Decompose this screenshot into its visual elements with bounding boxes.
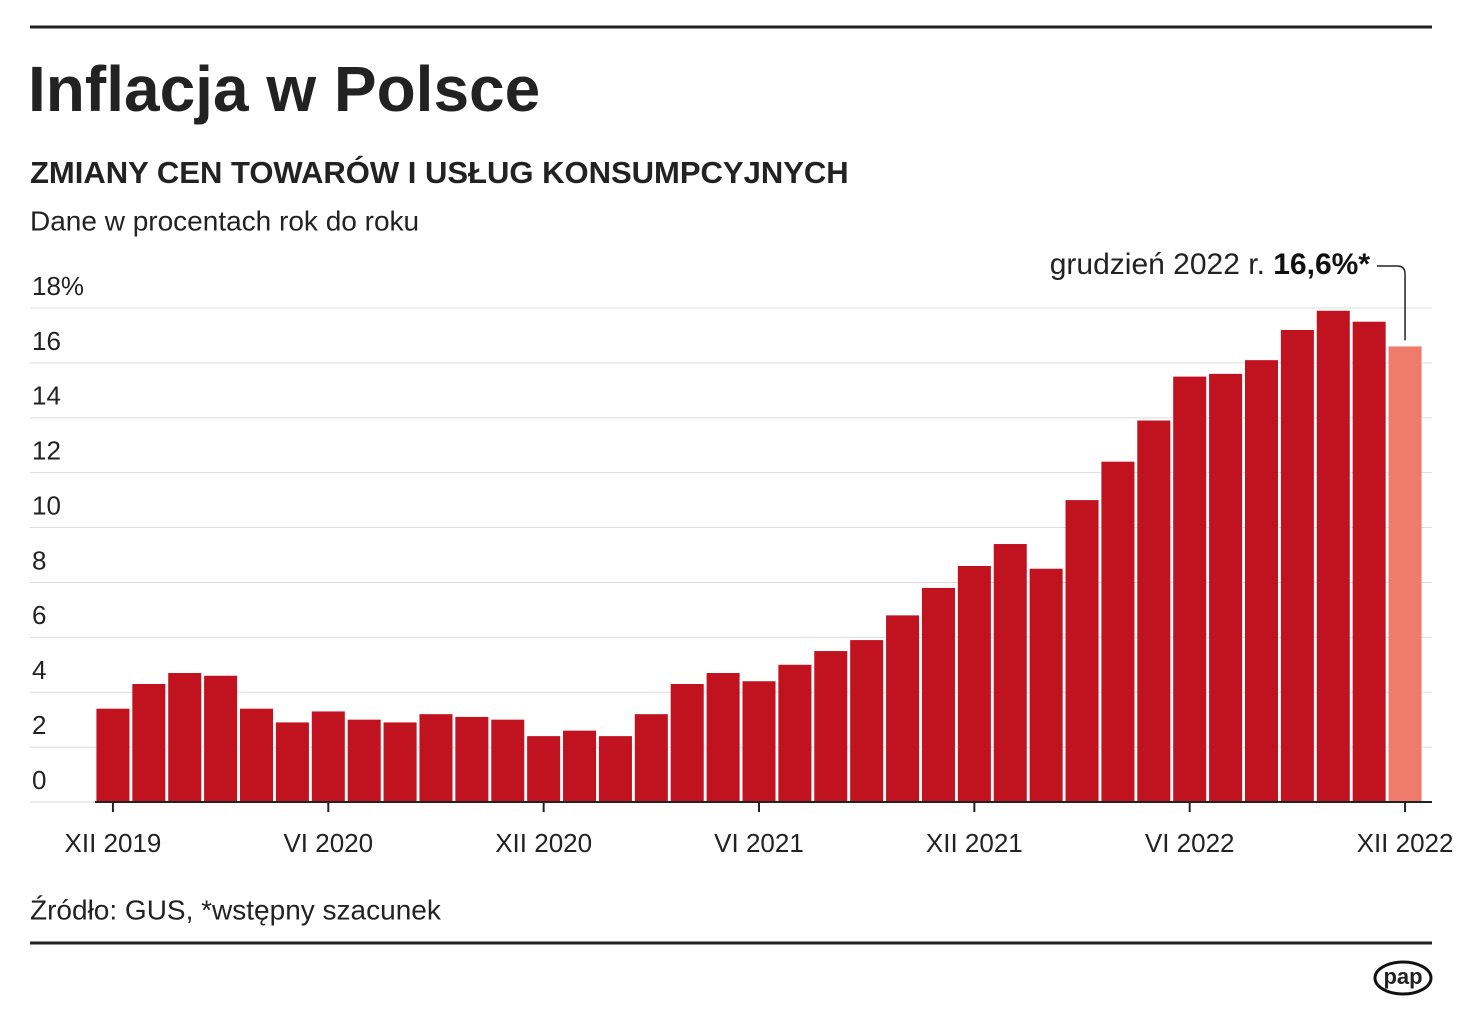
bar [240, 708, 274, 802]
bar [706, 673, 740, 802]
bar [1173, 376, 1207, 802]
bar [311, 711, 345, 802]
source: Źródło: GUS, *wstępny szacunek [30, 894, 442, 925]
chart-title: Inflacja w Polsce [28, 53, 540, 125]
y-axis-label: Dane w procentach rok do roku [30, 205, 419, 236]
bar [204, 675, 238, 802]
y-tick-label: 10 [32, 490, 61, 520]
bar [275, 722, 309, 802]
x-tick-label: VI 2020 [283, 828, 373, 858]
bar [132, 683, 166, 802]
annotation-value: 16,6%* [1273, 248, 1370, 281]
x-tick-label: XII 2022 [1357, 828, 1454, 858]
bar [814, 651, 848, 802]
bar [1209, 373, 1243, 802]
bar [1065, 500, 1099, 802]
y-tick-label: 6 [32, 600, 46, 630]
annotation-leader [1377, 265, 1406, 341]
chart-subtitle: ZMIANY CEN TOWARÓW I USŁUG KONSUMPCYJNYC… [30, 154, 849, 190]
bar [491, 719, 525, 802]
bar [670, 683, 704, 802]
bar [886, 615, 920, 802]
bar [598, 736, 632, 802]
x-tick-label: VI 2022 [1145, 828, 1235, 858]
bar [1280, 329, 1314, 802]
y-tick-label: 4 [32, 655, 46, 685]
bar [96, 708, 130, 802]
bar [1101, 461, 1135, 802]
bar [1244, 360, 1278, 802]
bar [563, 730, 597, 802]
bar [347, 719, 381, 802]
bar [634, 714, 668, 802]
y-tick-label: 14 [32, 381, 61, 411]
annotation: grudzień 2022 r. 16,6%* [1050, 248, 1371, 281]
bar [778, 664, 812, 802]
bar [1388, 346, 1422, 802]
x-tick-label: VI 2021 [714, 828, 804, 858]
bar [419, 714, 453, 802]
bar [455, 716, 489, 802]
y-tick-label: 8 [32, 545, 46, 575]
y-tick-label: 18% [32, 271, 84, 301]
bar [383, 722, 417, 802]
bar [1137, 420, 1171, 802]
bar [957, 565, 991, 802]
annotation-text: grudzień 2022 r. [1050, 248, 1265, 281]
bar [742, 681, 776, 802]
logo-frame [1373, 960, 1433, 996]
bar [168, 673, 202, 802]
x-tick-label: XII 2020 [495, 828, 592, 858]
bar [1352, 321, 1386, 802]
x-tick-label: XII 2019 [65, 828, 162, 858]
bar [850, 640, 884, 802]
logo: pap [1383, 964, 1422, 989]
x-tick-label: XII 2021 [926, 828, 1023, 858]
y-tick-label: 16 [32, 326, 61, 356]
bar [1316, 310, 1350, 802]
bar [921, 587, 955, 802]
y-tick-label: 0 [32, 765, 46, 795]
bar [1029, 568, 1063, 802]
bar [527, 736, 561, 802]
y-tick-label: 12 [32, 436, 61, 466]
y-tick-label: 2 [32, 710, 46, 740]
bar [993, 544, 1027, 802]
